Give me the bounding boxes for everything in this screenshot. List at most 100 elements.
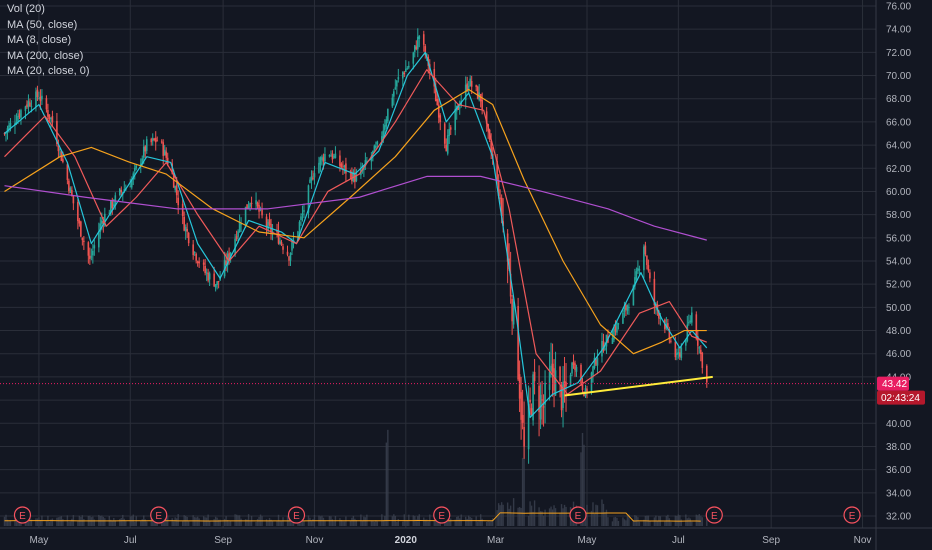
candle-body <box>506 233 509 262</box>
candle-body <box>634 277 636 287</box>
volume-bar <box>235 514 238 526</box>
candle-body <box>548 371 551 390</box>
earnings-marker[interactable]: E <box>287 506 306 524</box>
volume-bar <box>677 514 680 526</box>
volume-bar <box>653 517 656 526</box>
earnings-marker[interactable]: E <box>569 506 587 524</box>
volume-bar <box>583 444 585 526</box>
candle-body <box>700 349 702 355</box>
candle-body <box>174 186 176 190</box>
candle-body <box>541 399 543 401</box>
earnings-circle <box>150 506 168 524</box>
candle-body <box>330 155 332 157</box>
candle-body <box>352 171 355 181</box>
earnings-marker[interactable]: E <box>843 506 861 524</box>
candle-body <box>113 204 115 207</box>
candle-body <box>518 374 521 399</box>
earnings-marker[interactable]: E <box>705 506 723 524</box>
legend-item-volume[interactable]: Vol (20) <box>7 3 45 15</box>
price-tick-label: 32.00 <box>886 512 911 523</box>
candle-body <box>238 221 241 232</box>
volume-bar <box>426 519 428 526</box>
price-tick-label: 68.00 <box>886 94 911 105</box>
candle-body <box>668 329 671 339</box>
candle-body <box>632 285 635 306</box>
price-tick-label: 52.00 <box>886 280 911 291</box>
time-axis[interactable]: May Jul Sep Nov 2020 Mar May Jul Sep Nov <box>29 535 871 546</box>
volume-bar <box>8 521 10 526</box>
candle-body <box>581 381 584 391</box>
candle-body <box>90 256 93 258</box>
legend-item-ma8[interactable]: MA (8, close) <box>7 34 72 46</box>
volume-bar <box>90 517 93 526</box>
legend-item-ma50[interactable]: MA (50, close) <box>7 18 78 31</box>
volume-bar <box>223 518 226 526</box>
legend-item-ma200[interactable]: MA (200, close) <box>7 49 84 62</box>
candle-body <box>183 216 185 231</box>
volume-bar <box>370 520 373 526</box>
candle-body <box>532 374 534 421</box>
volume-bar <box>30 519 33 526</box>
volume-bar <box>134 521 136 526</box>
volume-bar <box>527 515 530 526</box>
volume-bar <box>376 521 379 526</box>
candle-body <box>71 189 73 196</box>
earnings-marker[interactable]: E <box>150 506 168 524</box>
candle-body <box>497 181 500 197</box>
earnings-marker[interactable]: E <box>13 506 32 524</box>
current-price-badge: 43.42 <box>877 376 909 391</box>
volume-bar <box>592 502 594 526</box>
candle-body <box>490 141 492 153</box>
candle-body <box>511 298 513 322</box>
volume-bar <box>331 519 334 526</box>
volume-bar <box>544 509 546 526</box>
volume-bar <box>643 519 645 526</box>
support-trendline[interactable] <box>564 375 713 397</box>
candle-body <box>575 367 578 372</box>
candle-body <box>207 272 209 281</box>
volume-bar <box>391 516 394 526</box>
volume-bar <box>417 516 419 526</box>
candle-body <box>653 278 656 306</box>
volume-bar <box>312 518 314 526</box>
candle-body <box>437 104 440 118</box>
candle-body <box>328 155 331 157</box>
volume-bar <box>181 521 184 526</box>
candle-body <box>466 83 468 91</box>
earnings-circle <box>569 506 587 524</box>
candle-body <box>214 284 217 288</box>
candle-body <box>592 366 594 375</box>
volume-bar <box>523 435 525 526</box>
candle-body <box>385 119 388 127</box>
candle-body <box>135 165 138 169</box>
candle-body <box>512 301 515 325</box>
candle-body <box>562 382 564 408</box>
candle-body <box>622 312 624 324</box>
earnings-marker[interactable]: E <box>433 506 451 524</box>
volume-bar <box>246 519 248 526</box>
volume-bar <box>77 521 79 526</box>
candle-body <box>256 202 259 207</box>
legend-item-ma20[interactable]: MA (20, close, 0) <box>7 65 90 77</box>
candle-body <box>445 144 448 152</box>
volume-bar <box>475 516 477 526</box>
volume-bar <box>538 507 540 526</box>
candle-body <box>439 115 442 123</box>
candle-body <box>649 272 651 279</box>
candle-body <box>217 281 220 283</box>
volume-bar <box>113 517 115 526</box>
candle-body <box>110 200 112 213</box>
volume-bar <box>590 510 593 526</box>
candle-body <box>680 347 683 358</box>
candlesticks <box>3 28 708 464</box>
price-axis[interactable]: 76.00 74.00 72.00 70.00 68.00 66.00 64.00 62.00… <box>886 2 911 523</box>
candle-body <box>104 213 106 226</box>
candle-body <box>580 364 582 384</box>
candle-body <box>554 370 557 396</box>
volume-bar <box>59 516 61 526</box>
candle-body <box>647 265 650 271</box>
candle-body <box>18 113 21 118</box>
